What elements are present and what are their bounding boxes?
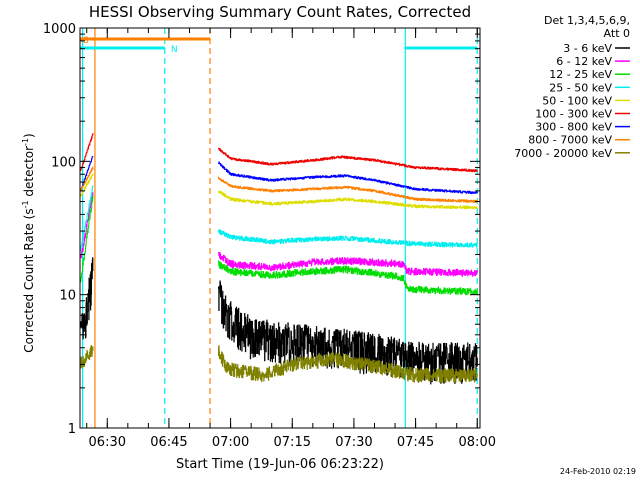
- series-5-segment-1: [218, 147, 478, 173]
- y-axis-label-exp: -1: [21, 200, 30, 208]
- x-tick-label-1: 06:45: [150, 435, 187, 450]
- chart-title: HESSI Observing Summary Count Rates, Cor…: [89, 3, 471, 21]
- legend-label-0: 3 - 6 keV: [563, 42, 612, 55]
- legend-label-7: 800 - 7000 keV: [528, 134, 612, 147]
- series-3-segment-1: [218, 229, 478, 248]
- series-0-segment-0: [80, 257, 94, 340]
- axis-ticks: 1 10 100 1000 06:30 06:45 07:00 07:15 07:30 07:45…: [43, 22, 496, 450]
- legend-header-1: Att 0: [604, 27, 630, 40]
- series-8-segment-1: [218, 345, 478, 383]
- x-tick-label-5: 07:45: [397, 435, 434, 450]
- y-tick-label-2: 100: [51, 155, 76, 170]
- legend-label-2: 12 - 25 keV: [549, 68, 612, 81]
- series-7-segment-0: [80, 166, 94, 192]
- series-6-segment-1: [218, 161, 478, 195]
- y-axis-label-mid: detector: [22, 146, 36, 201]
- series-4-segment-1: [218, 190, 478, 210]
- x-tick-label-3: 07:15: [274, 435, 311, 450]
- x-axis-label: Start Time (19-Jun-06 06:23:22): [176, 457, 384, 472]
- y-tick-label-1: 10: [59, 289, 76, 304]
- plot-frame: [79, 27, 481, 429]
- legend-label-6: 300 - 800 keV: [535, 121, 612, 134]
- series-1-segment-0: [80, 192, 94, 259]
- legend-label-1: 6 - 12 keV: [556, 55, 612, 68]
- plot-area: SN: [80, 28, 478, 428]
- legend-label-3: 25 - 50 keV: [549, 81, 612, 94]
- series-5-segment-0: [80, 133, 94, 171]
- y-axis-label-text: Corrected Count Rate (s: [22, 208, 36, 352]
- footer-date: 24-Feb-2010 02:19: [560, 467, 636, 476]
- flag-label-1: N: [171, 45, 178, 55]
- legend-header-0: Det 1,3,4,5,6,9,: [544, 14, 630, 27]
- series-7-segment-1: [218, 176, 478, 203]
- series-4-segment-0: [80, 173, 94, 197]
- x-tick-label-6: 08:00: [459, 435, 496, 450]
- y-tick-label-0: 1: [68, 422, 76, 437]
- y-axis-label-exp2: -1: [21, 138, 30, 146]
- x-tick-label-2: 07:00: [212, 435, 249, 450]
- series-3-segment-0: [80, 185, 94, 252]
- y-axis-label-end: ): [22, 133, 36, 138]
- y-tick-label-3: 1000: [43, 22, 76, 37]
- series-1-segment-1: [218, 252, 478, 277]
- legend-label-4: 50 - 100 keV: [542, 94, 612, 107]
- y-axis-label: Corrected Count Rate (s-1 detector-1): [21, 133, 36, 352]
- legend-label-5: 100 - 300 keV: [535, 108, 612, 121]
- x-tick-label-4: 07:30: [335, 435, 372, 450]
- series-2-segment-1: [218, 260, 478, 296]
- flag-label-0: S: [83, 36, 89, 46]
- series-2-segment-0: [80, 195, 94, 283]
- series-8-segment-0: [80, 345, 94, 369]
- x-tick-label-0: 06:30: [89, 435, 126, 450]
- legend-label-8: 7000 - 20000 keV: [514, 147, 612, 160]
